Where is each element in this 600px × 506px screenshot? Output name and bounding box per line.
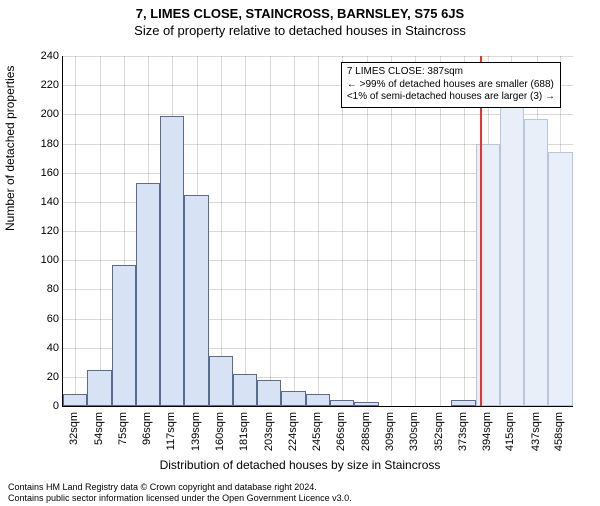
gridline-v	[415, 56, 416, 406]
page-title: 7, LIMES CLOSE, STAINCROSS, BARNSLEY, S7…	[0, 6, 600, 21]
histogram-bar	[160, 116, 184, 406]
page-subtitle: Size of property relative to detached ho…	[0, 23, 600, 38]
gridline-v	[75, 56, 76, 406]
footer-line-1: Contains HM Land Registry data © Crown c…	[8, 482, 352, 493]
gridline-v	[318, 56, 319, 406]
gridline-v	[367, 56, 368, 406]
ytick-label: 80	[19, 283, 59, 295]
ytick-label: 20	[19, 371, 59, 383]
chart-plot-area: 02040608010012014016018020022024032sqm54…	[62, 56, 573, 407]
gridline-v	[391, 56, 392, 406]
ytick-label: 220	[19, 79, 59, 91]
gridline-v	[100, 56, 101, 406]
histogram-bar	[500, 100, 524, 406]
annotation-line: 7 LIMES CLOSE: 387sqm	[347, 66, 555, 79]
histogram-bar	[257, 380, 281, 406]
annotation-line: <1% of semi-detached houses are larger (…	[347, 91, 555, 104]
gridline-v	[464, 56, 465, 406]
ytick-label: 160	[19, 167, 59, 179]
histogram-bar	[330, 400, 354, 406]
ytick-label: 60	[19, 313, 59, 325]
histogram-bar	[136, 183, 160, 406]
y-axis-label: Number of detached properties	[3, 66, 17, 231]
gridline-v	[221, 56, 222, 406]
annotation-line: ← >99% of detached houses are smaller (6…	[347, 79, 555, 92]
histogram-bar	[233, 374, 257, 406]
ytick-label: 140	[19, 196, 59, 208]
gridline-v	[342, 56, 343, 406]
histogram-bar	[63, 394, 87, 406]
gridline-v	[270, 56, 271, 406]
footer-line-2: Contains public sector information licen…	[8, 493, 352, 504]
histogram-bar	[451, 400, 475, 406]
marker-line	[480, 56, 482, 406]
footer-attribution: Contains HM Land Registry data © Crown c…	[8, 482, 352, 504]
gridline-v	[294, 56, 295, 406]
gridline-v	[440, 56, 441, 406]
histogram-bar	[306, 394, 330, 406]
ytick-label: 0	[19, 400, 59, 412]
histogram-bar	[184, 195, 208, 406]
histogram-bar	[548, 152, 572, 406]
annotation-box: 7 LIMES CLOSE: 387sqm← >99% of detached …	[341, 62, 561, 108]
histogram-bar	[281, 391, 305, 406]
histogram-bar	[209, 356, 233, 406]
ytick-label: 120	[19, 225, 59, 237]
histogram-bar	[87, 370, 111, 406]
histogram-bar	[354, 402, 378, 406]
ytick-label: 40	[19, 342, 59, 354]
ytick-label: 200	[19, 108, 59, 120]
histogram-bar	[112, 265, 136, 406]
ytick-label: 180	[19, 138, 59, 150]
gridline-v	[245, 56, 246, 406]
ytick-label: 100	[19, 254, 59, 266]
histogram-bar	[524, 119, 548, 406]
x-axis-label: Distribution of detached houses by size …	[0, 458, 600, 472]
ytick-label: 240	[19, 50, 59, 62]
